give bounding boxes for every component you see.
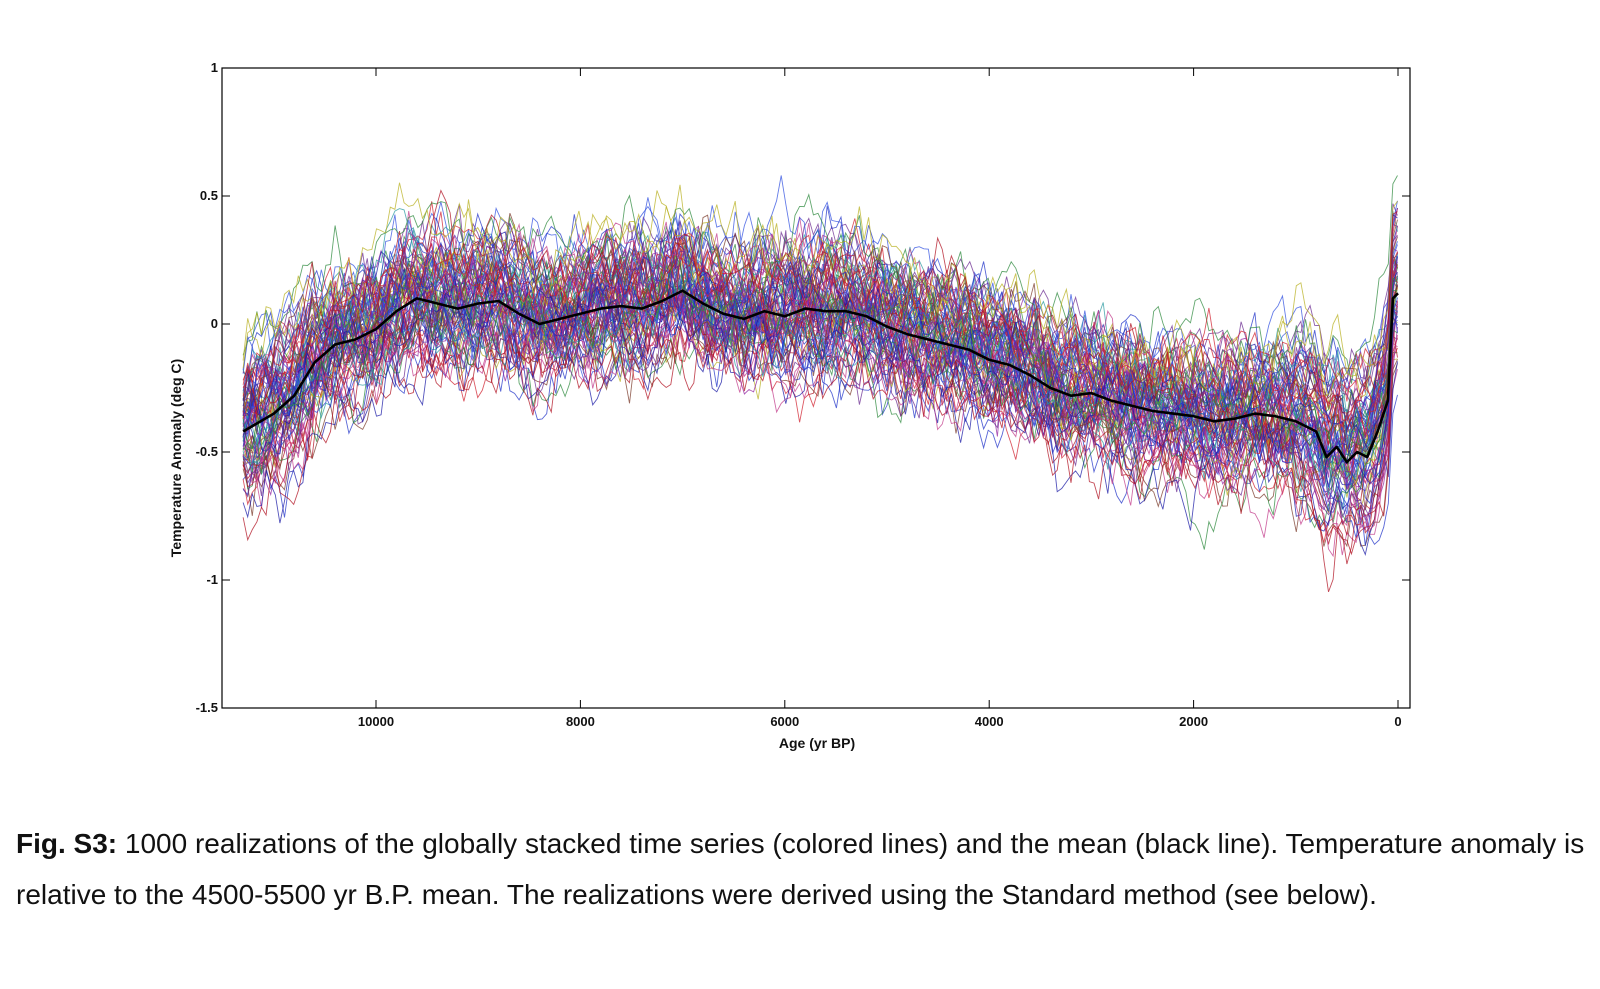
realization-line <box>242 254 1398 501</box>
y-tick-label: 0.5 <box>200 188 218 203</box>
x-tick-label: 8000 <box>566 714 595 729</box>
realization-line <box>242 261 1398 505</box>
realization-line <box>242 189 1398 435</box>
realization-line <box>242 182 1398 399</box>
realization-line <box>242 199 1398 415</box>
chart: 10000 8000 6000 4000 2000 0 1 0.5 0 -0.5 -1 -1.5 Ag… <box>168 60 1411 751</box>
y-tick-label: 1 <box>211 60 218 75</box>
y-tick-label: -0.5 <box>196 444 218 459</box>
realization-line <box>242 230 1398 456</box>
realization-line <box>242 258 1398 522</box>
realization-lines <box>242 175 1398 593</box>
mean-line <box>242 289 1399 464</box>
realization-line <box>242 214 1398 435</box>
realization-line <box>242 298 1398 558</box>
realization-line <box>242 254 1398 453</box>
y-axis-title: Temperature Anomaly (deg C) <box>168 359 184 557</box>
x-tick-label: 6000 <box>770 714 799 729</box>
x-axis-title: Age (yr BP) <box>779 735 855 751</box>
caption-label: Fig. S3: <box>16 828 118 859</box>
caption-text: 1000 realizations of the globally stacke… <box>16 828 1585 910</box>
realization-line <box>242 242 1398 455</box>
mean-layer <box>242 289 1399 464</box>
realization-line <box>242 308 1398 593</box>
realization-line <box>242 208 1398 423</box>
y-tick-label: 0 <box>211 316 218 331</box>
plot-frame <box>221 67 1411 709</box>
y-tick-label: -1.5 <box>196 700 218 715</box>
x-tick-label: 10000 <box>358 714 394 729</box>
x-tick-label: 2000 <box>1179 714 1208 729</box>
ticks: 10000 8000 6000 4000 2000 0 1 0.5 0 -0.5 -1 -1.5 <box>196 60 1410 729</box>
figure-caption: Fig. S3: 1000 realizations of the global… <box>16 818 1591 920</box>
realization-line <box>242 175 1398 384</box>
x-tick-label: 0 <box>1394 714 1401 729</box>
x-tick-label: 4000 <box>975 714 1004 729</box>
figure: 10000 8000 6000 4000 2000 0 1 0.5 0 -0.5 -1 -1.5 Ag… <box>168 60 1411 751</box>
realization-line <box>242 259 1398 476</box>
y-tick-label: -1 <box>206 572 218 587</box>
